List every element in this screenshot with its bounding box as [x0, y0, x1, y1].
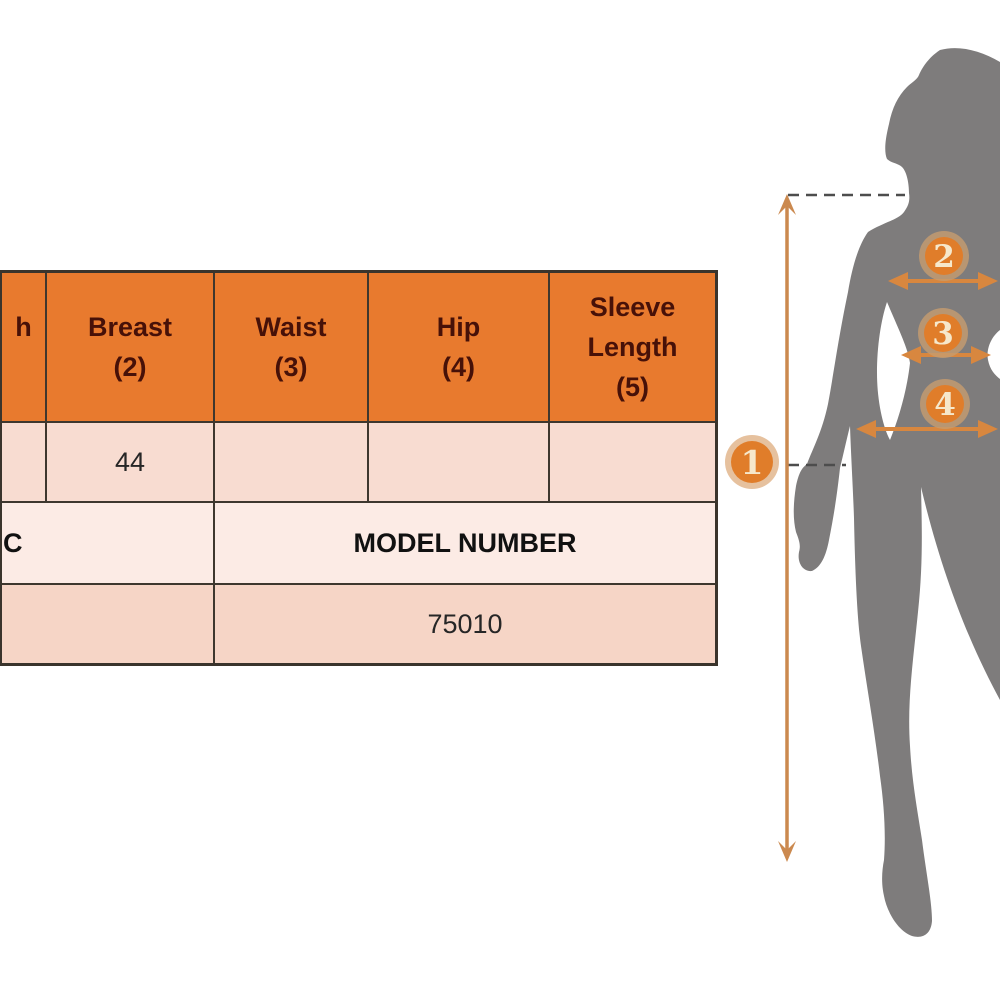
- size-cell-breast-value: 44: [47, 423, 215, 503]
- marker-1-label: 1: [741, 443, 764, 482]
- woman-silhouette: [793, 48, 1000, 937]
- header-cell-breast: Breast (2): [47, 273, 215, 423]
- marker-3: 3: [918, 308, 968, 358]
- size-cell-waist-value: [215, 423, 369, 503]
- info-value-fabric: [2, 585, 215, 663]
- header-cell-hip: Hip (4): [369, 273, 550, 423]
- armpit-gap: [877, 302, 910, 440]
- marker-3-label: 3: [932, 316, 954, 352]
- size-table: h Breast (2) Waist (3) Hip (4) Sleeve Le…: [0, 270, 718, 666]
- size-cell-cropped: [2, 423, 47, 503]
- info-value-model-number: 75010: [215, 585, 715, 663]
- marker-2: 2: [919, 231, 969, 281]
- marker-2-label: 2: [933, 239, 955, 275]
- info-header-model-number: MODEL NUMBER: [215, 503, 715, 585]
- marker-4: 4: [920, 379, 970, 429]
- header-cell-waist: Waist (3): [215, 273, 369, 423]
- marker-1: 1: [725, 435, 779, 489]
- header-cell-cropped-length: h: [2, 273, 47, 423]
- header-cell-sleeve-length: Sleeve Length (5): [550, 273, 715, 423]
- height-arrow: [778, 194, 796, 862]
- marker-4-label: 4: [934, 387, 956, 423]
- info-header-fabric-cropped: C: [2, 503, 215, 585]
- hip-arrow: [856, 420, 998, 438]
- size-cell-sleeve-value: [550, 423, 715, 503]
- size-cell-hip-value: [369, 423, 550, 503]
